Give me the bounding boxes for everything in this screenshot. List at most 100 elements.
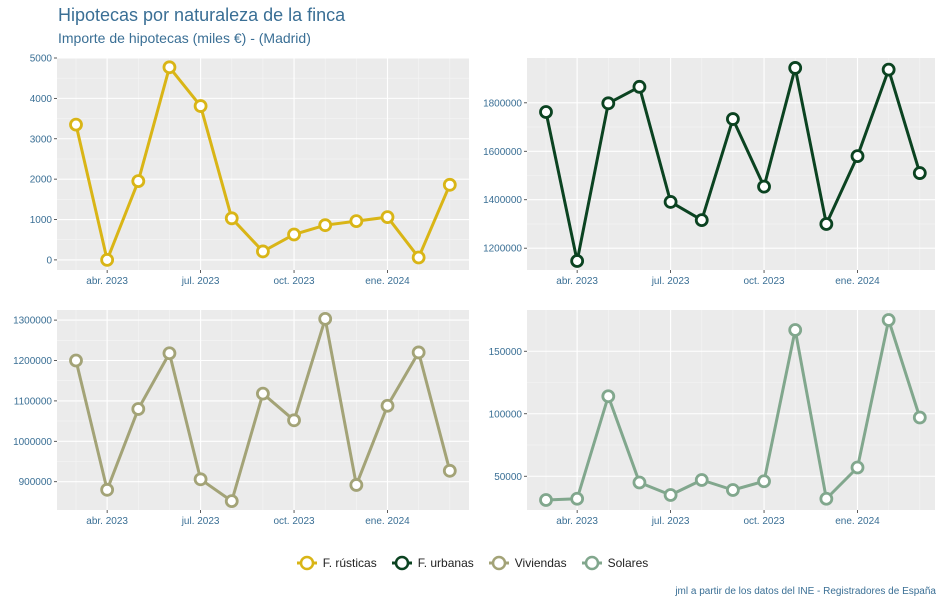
legend-key-viviendas (488, 555, 509, 571)
data-point (131, 174, 146, 189)
data-point (255, 244, 270, 259)
y-tick-label: 1000000 (13, 437, 52, 448)
x-tick-label: jul. 2023 (651, 516, 690, 527)
data-point (819, 217, 834, 231)
legend-item-solares: Solares (581, 552, 649, 574)
chart-title: Hipotecas por naturaleza de la finca (58, 5, 346, 25)
panel-urbanas: 1200000 1400000 1600000 1800000 abr. 2023 jul… (483, 58, 935, 287)
data-point (224, 494, 239, 509)
data-point (663, 488, 678, 502)
y-tick-label: 1800000 (483, 98, 522, 109)
data-point (757, 179, 771, 194)
data-point (349, 478, 364, 492)
data-point (663, 195, 678, 209)
data-point (912, 410, 927, 425)
x-tick-label: abr. 2023 (556, 516, 598, 527)
data-point (632, 79, 647, 94)
panel-background (527, 310, 935, 510)
data-point (349, 214, 364, 229)
legend-label: Viviendas (514, 556, 567, 570)
data-point (131, 402, 146, 416)
legend-key-solares (581, 555, 602, 571)
y-tick-label: 4000 (30, 94, 53, 105)
x-tick-label: jul. 2023 (651, 276, 690, 287)
data-point (318, 218, 333, 233)
data-point (788, 323, 803, 337)
data-point (224, 211, 239, 226)
y-tick-label: 1200000 (13, 356, 52, 367)
legend-label: Solares (607, 556, 649, 570)
data-point (411, 345, 426, 360)
legend-key-urbanas (391, 555, 412, 571)
x-tick-label: jul. 2023 (181, 276, 220, 287)
y-tick-label: 1100000 (14, 396, 53, 407)
data-point (162, 60, 177, 75)
x-tick-label: abr. 2023 (556, 276, 598, 287)
y-tick-label: 1300000 (13, 316, 52, 327)
panel-background (527, 58, 935, 270)
y-tick-label: 1600000 (483, 147, 522, 158)
data-point (881, 62, 896, 77)
x-tick-label: ene. 2024 (365, 516, 410, 527)
data-point (193, 472, 208, 487)
data-point (539, 493, 553, 507)
data-point (788, 61, 803, 75)
y-tick-label: 0 (46, 255, 52, 266)
data-point (539, 105, 553, 119)
x-tick-label: ene. 2024 (835, 516, 880, 527)
panel-rusticas: 0 1000 2000 3000 4000 5000 abr. 2023 jul. 2023 o… (30, 54, 469, 287)
data-point (726, 112, 740, 126)
legend-item-viviendas: Viviendas (488, 552, 567, 574)
x-tick-label: oct. 2023 (273, 516, 315, 527)
y-tick-label: 2000 (30, 175, 53, 186)
source-caption: jml a partir de los datos del INE - Regi… (675, 586, 936, 597)
data-point (69, 353, 83, 368)
data-point (100, 482, 115, 497)
chart-subtitle: Importe de hipotecas (miles €) - (Madrid… (58, 30, 311, 46)
data-point (819, 491, 834, 506)
data-point (757, 474, 771, 489)
data-point (632, 475, 647, 490)
legend-key-rusticas (296, 555, 317, 571)
legend-item-rusticas: F. rústicas (296, 552, 377, 574)
x-tick-label: jul. 2023 (181, 516, 220, 527)
data-point (411, 250, 426, 265)
y-tick-label: 1200000 (483, 244, 522, 255)
y-tick-label: 1000 (30, 215, 53, 226)
y-tick-label: 5000 (30, 54, 53, 65)
y-tick-label: 900000 (19, 477, 53, 488)
data-point (912, 166, 927, 180)
data-point (601, 389, 616, 404)
data-point (850, 460, 865, 475)
data-point (287, 413, 301, 428)
legend-item-urbanas: F. urbanas (391, 552, 474, 574)
x-tick-label: oct. 2023 (743, 276, 785, 287)
x-tick-label: ene. 2024 (365, 276, 410, 287)
data-point (726, 483, 740, 497)
x-tick-label: oct. 2023 (273, 276, 315, 287)
data-point (193, 99, 208, 113)
legend-label: F. rústicas (322, 556, 377, 570)
data-point (694, 213, 709, 227)
data-point (69, 117, 83, 132)
y-tick-label: 50000 (494, 472, 522, 483)
data-point (570, 491, 585, 506)
data-point (570, 254, 585, 268)
data-point (850, 149, 865, 164)
y-tick-label: 100000 (489, 409, 523, 420)
legend-label: F. urbanas (417, 556, 474, 570)
x-tick-label: oct. 2023 (743, 516, 785, 527)
panel-viviendas: 900000 1000000 1100000 1200000 1300000 abr. 2… (13, 310, 469, 527)
data-point (694, 473, 709, 487)
data-point (881, 313, 896, 327)
data-point (287, 227, 301, 242)
y-tick-label: 3000 (30, 134, 53, 145)
data-point (100, 253, 115, 267)
data-point (318, 311, 333, 326)
data-point (442, 463, 457, 478)
y-tick-label: 150000 (489, 347, 523, 358)
x-tick-label: ene. 2024 (835, 276, 880, 287)
data-point (380, 210, 395, 225)
legend: F. rústicas F. urbanas Viviendas Solares (0, 550, 944, 576)
